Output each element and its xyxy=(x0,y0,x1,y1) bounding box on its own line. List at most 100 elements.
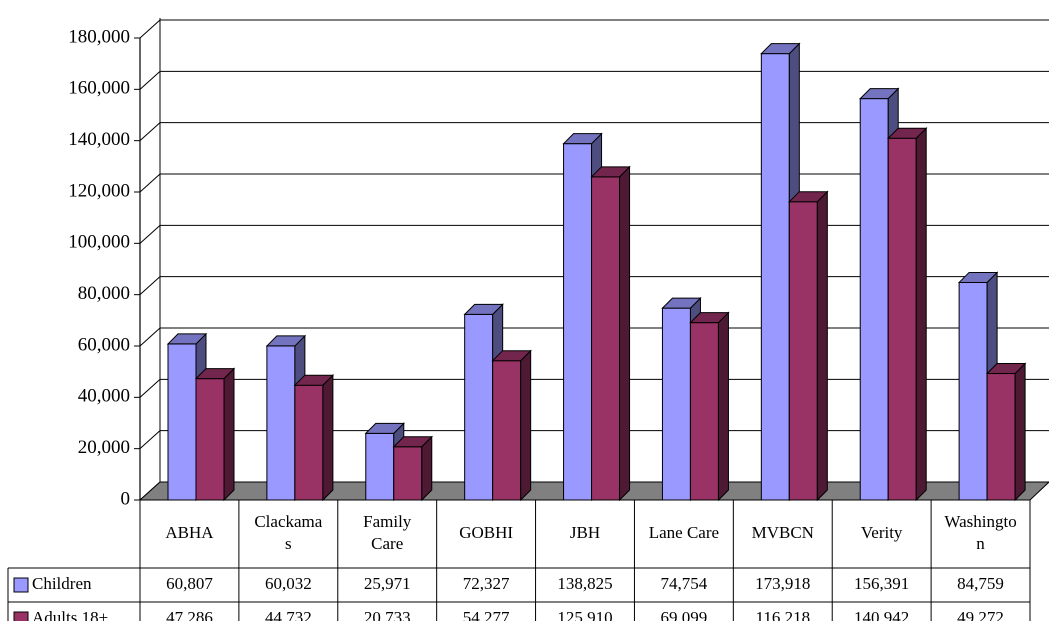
data-label: 84,759 xyxy=(957,574,1004,593)
bar-adults-top xyxy=(293,374,335,386)
data-label: 173,918 xyxy=(755,574,810,593)
legend-label: Children xyxy=(32,574,92,593)
y-tick-label: 140,000 xyxy=(68,129,130,150)
bar-adults-side xyxy=(520,349,532,502)
bar-adults-side xyxy=(223,367,235,502)
bar-children-top xyxy=(265,335,307,347)
data-label: 69,099 xyxy=(661,608,708,621)
bar-children-top xyxy=(760,43,801,55)
bar-adults-side xyxy=(915,127,927,502)
x-category-label: MVBCN xyxy=(752,523,814,542)
data-label: 140,942 xyxy=(854,608,909,621)
data-label: 60,032 xyxy=(265,574,312,593)
x-category-label: Clackama xyxy=(254,512,322,531)
gridline-side xyxy=(139,70,161,90)
bar-children-front xyxy=(464,313,494,501)
bar-children-front xyxy=(563,143,593,501)
data-label: 156,391 xyxy=(854,574,909,593)
gridline-side xyxy=(139,173,161,193)
bar-children-front xyxy=(661,307,691,501)
legend-label: Adults 18+ xyxy=(32,608,108,621)
y-tick-label: 20,000 xyxy=(78,437,130,458)
gridline-side xyxy=(139,19,161,39)
bar-children-top xyxy=(661,297,702,309)
data-label: 44,732 xyxy=(265,608,312,621)
data-label: 54,277 xyxy=(463,608,510,621)
bar-children-top xyxy=(463,303,504,315)
data-label: 72,327 xyxy=(463,574,510,593)
bar-adults-side xyxy=(619,165,631,502)
bar-adults-front xyxy=(294,384,324,501)
bar-adults-front xyxy=(887,137,917,501)
bar-children-front xyxy=(167,343,197,501)
bar-children-front xyxy=(266,345,296,501)
gridline-side xyxy=(139,430,161,450)
bar-children-front xyxy=(859,98,889,501)
bar-adults-front xyxy=(393,446,423,501)
bar-children-front xyxy=(760,53,790,501)
bar-children-front xyxy=(365,432,395,501)
y-tick-label: 120,000 xyxy=(68,180,130,201)
y-tick-label: 0 xyxy=(121,488,131,509)
bar-adults-top xyxy=(887,127,928,139)
y-tick-label: 180,000 xyxy=(68,26,130,47)
bar-adults-top xyxy=(788,191,829,203)
gridline-side xyxy=(139,122,161,142)
bar-children-top xyxy=(166,333,208,345)
gridline-side xyxy=(139,327,161,347)
y-tick-label: 40,000 xyxy=(78,386,130,407)
x-category-label: s xyxy=(285,534,292,553)
x-category-label: Care xyxy=(371,534,403,553)
bar-adults-front xyxy=(788,201,818,501)
bar-adults-side xyxy=(1014,362,1026,502)
x-category-label: ABHA xyxy=(165,523,214,542)
legend-key-children xyxy=(13,577,29,593)
gridline-side xyxy=(139,224,161,244)
gridline-side xyxy=(139,276,161,296)
x-category-label: GOBHI xyxy=(459,523,513,542)
bar-adults-top xyxy=(985,363,1027,375)
data-label: 20,733 xyxy=(364,608,411,621)
bar-adults-top xyxy=(491,350,532,362)
bar-children-top xyxy=(859,88,900,100)
y-tick-label: 80,000 xyxy=(78,283,130,304)
data-label: 25,971 xyxy=(364,574,411,593)
y-tick-label: 160,000 xyxy=(68,78,130,99)
bar-adults-front xyxy=(689,322,719,501)
x-category-label: Family xyxy=(363,512,412,531)
x-category-label: Verity xyxy=(861,523,903,542)
bar-children-top xyxy=(957,271,999,283)
data-label: 60,807 xyxy=(166,574,213,593)
x-category-label: Washingto xyxy=(944,512,1016,531)
bar-adults-front xyxy=(591,176,621,501)
data-label: 49,272 xyxy=(957,608,1004,621)
bar-adults-front xyxy=(195,378,225,501)
data-label: 47,286 xyxy=(166,608,213,621)
data-label: 125,910 xyxy=(557,608,612,621)
bar-adults-front xyxy=(492,360,522,501)
gridline-side xyxy=(139,378,161,398)
x-category-label: Lane Care xyxy=(649,523,719,542)
bar-adults-top xyxy=(590,166,631,178)
bar-children-top xyxy=(562,133,603,145)
bar-adults-front xyxy=(986,373,1016,501)
bar-adults-top xyxy=(392,436,433,448)
bar-adults-side xyxy=(717,311,729,502)
x-category-label: n xyxy=(976,534,985,553)
bar-children-front xyxy=(958,281,988,501)
data-label: 116,218 xyxy=(755,608,810,621)
bar-adults-side xyxy=(322,373,334,502)
bar-adults-top xyxy=(689,312,730,324)
y-tick-label: 100,000 xyxy=(68,232,130,253)
data-label: 74,754 xyxy=(661,574,708,593)
x-category-label: JBH xyxy=(570,523,600,542)
bar-children-top xyxy=(364,422,405,434)
data-label: 138,825 xyxy=(557,574,612,593)
bar-adults-side xyxy=(421,435,433,502)
bar-adults-top xyxy=(194,368,236,380)
legend-key-adults xyxy=(13,611,29,621)
y-tick-label: 60,000 xyxy=(78,334,130,355)
bar-adults-side xyxy=(816,190,828,502)
